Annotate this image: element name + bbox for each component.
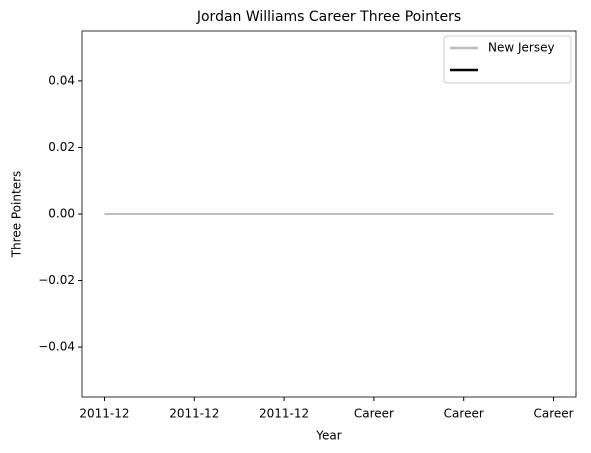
x-tick-label: 2011-12: [259, 407, 309, 421]
x-tick-label: 2011-12: [169, 407, 219, 421]
plot-frame: [81, 30, 577, 398]
y-tick-label: −0.04: [38, 340, 75, 354]
chart-title: Jordan Williams Career Three Pointers: [196, 9, 461, 25]
x-tick-label: Career: [444, 407, 484, 421]
y-tick-label: −0.02: [38, 273, 75, 287]
y-tick-label: 0.00: [48, 207, 75, 221]
y-tick-label: 0.04: [48, 73, 75, 87]
y-tick-label: 0.02: [48, 140, 75, 154]
x-tick-label: Career: [533, 407, 573, 421]
x-axis-label: Year: [315, 429, 341, 443]
x-tick-label: Career: [354, 407, 394, 421]
legend-label: New Jersey: [488, 41, 555, 55]
x-tick-label: 2011-12: [79, 407, 129, 421]
y-axis-label: Three Pointers: [10, 171, 24, 259]
